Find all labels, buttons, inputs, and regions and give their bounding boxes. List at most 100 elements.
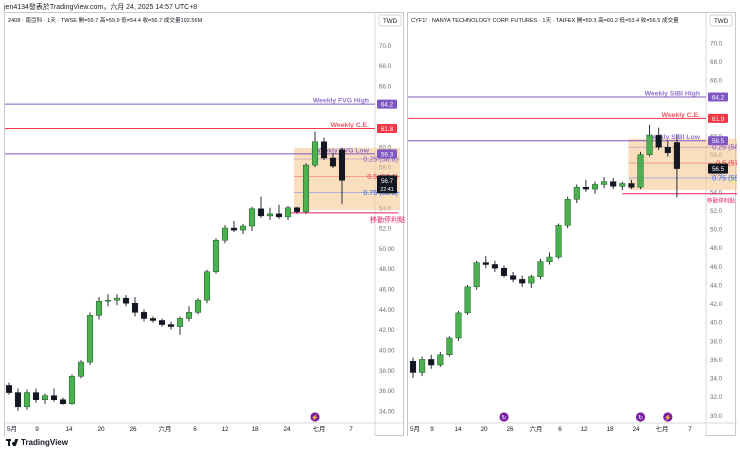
candle[interactable]	[510, 271, 517, 283]
candle[interactable]	[122, 295, 130, 307]
level-price-tag-text: 59.3	[381, 151, 394, 158]
event-marker[interactable]: ⚡	[663, 412, 673, 422]
candle[interactable]	[338, 147, 346, 204]
candle-body-down	[140, 312, 148, 319]
candle[interactable]	[185, 306, 193, 322]
x-tick-label: 5月	[7, 425, 17, 433]
candle[interactable]	[582, 179, 589, 192]
candle[interactable]	[167, 321, 175, 330]
candle-body-up	[194, 299, 202, 313]
y-tick-label: 50.0	[710, 227, 723, 234]
chart-svg[interactable]: CYF1! · NANYA TECHNOLOGY CORP. FUTURES ·…	[408, 13, 737, 437]
event-marker[interactable]: ↻	[499, 412, 509, 422]
candle[interactable]	[5, 382, 13, 395]
candle[interactable]	[86, 312, 94, 366]
candle[interactable]	[491, 260, 498, 272]
candle[interactable]	[655, 127, 662, 151]
candle[interactable]	[664, 140, 671, 157]
candle[interactable]	[284, 205, 292, 220]
plot-area[interactable]	[5, 13, 375, 437]
candle-body-up	[239, 225, 247, 231]
candle-body-up	[176, 318, 184, 327]
candle[interactable]	[320, 137, 328, 161]
candle[interactable]	[41, 393, 49, 404]
tradingview-logo[interactable]: TradingView	[6, 438, 68, 447]
candle[interactable]	[302, 163, 310, 214]
candle[interactable]	[673, 134, 680, 198]
candle[interactable]	[646, 124, 653, 157]
candle[interactable]	[248, 206, 256, 232]
candle[interactable]	[176, 316, 184, 335]
candle[interactable]	[311, 131, 319, 168]
candle[interactable]	[59, 397, 67, 405]
y-tick-label: 42.0	[710, 301, 723, 308]
candle[interactable]	[275, 204, 283, 219]
lightning-icon	[310, 412, 320, 422]
candle[interactable]	[239, 224, 247, 235]
candle[interactable]	[528, 274, 535, 288]
candle[interactable]	[50, 388, 58, 402]
candle[interactable]	[95, 297, 103, 320]
candle[interactable]	[500, 265, 508, 278]
candle[interactable]	[131, 297, 139, 317]
candle-body-up	[619, 183, 626, 187]
candle[interactable]	[573, 184, 580, 204]
event-marker[interactable]: ⚡	[310, 412, 320, 422]
candle[interactable]	[203, 269, 211, 304]
candle[interactable]	[409, 357, 417, 379]
candle[interactable]	[104, 294, 112, 307]
event-marker[interactable]: ↻	[635, 412, 646, 422]
candle[interactable]	[546, 252, 553, 265]
chart-panel-nanya-stock[interactable]: 2408 · 南亞科 · 1天 · TWSE 開=59.7 高=59.9 低=5…	[4, 12, 405, 437]
candle[interactable]	[419, 356, 426, 377]
current-price-box	[377, 175, 397, 194]
candle[interactable]	[455, 311, 462, 341]
candle[interactable]	[610, 177, 617, 190]
candle[interactable]	[537, 258, 544, 280]
candle[interactable]	[437, 351, 444, 367]
candle[interactable]	[564, 196, 571, 229]
candle[interactable]	[293, 206, 301, 214]
candle[interactable]	[194, 298, 202, 315]
x-tick-label: 6	[193, 426, 197, 433]
candle[interactable]	[212, 238, 220, 274]
level-price-tag: 59.3	[377, 149, 397, 159]
candle[interactable]	[113, 294, 121, 306]
candle[interactable]	[329, 152, 337, 169]
candle[interactable]	[519, 275, 526, 287]
y-tick-label: 50.00	[379, 246, 395, 253]
candle[interactable]	[140, 309, 148, 322]
plot-area[interactable]	[408, 13, 706, 437]
candle[interactable]	[77, 360, 85, 379]
x-tick-label: 24	[632, 426, 640, 433]
currency-badge[interactable]: TWD	[378, 14, 402, 27]
candle[interactable]	[221, 225, 229, 244]
candle[interactable]	[23, 389, 31, 410]
candle[interactable]	[68, 374, 76, 405]
candle-body-down	[5, 385, 13, 393]
candle[interactable]	[619, 181, 626, 191]
candle[interactable]	[257, 196, 265, 218]
candle[interactable]	[628, 179, 635, 190]
candle[interactable]	[464, 284, 471, 315]
candle[interactable]	[428, 354, 435, 369]
candle[interactable]	[446, 336, 453, 357]
candle[interactable]	[266, 207, 274, 220]
candle[interactable]	[555, 223, 562, 259]
chart-panel-nanya-futures[interactable]: CYF1! · NANYA TECHNOLOGY CORP. FUTURES ·…	[407, 12, 737, 437]
candle[interactable]	[601, 176, 608, 189]
candle[interactable]	[32, 388, 40, 403]
candle[interactable]	[14, 388, 22, 411]
level-price-tag-box	[377, 149, 397, 159]
candle[interactable]	[637, 151, 644, 190]
candle[interactable]	[591, 181, 599, 194]
y-tick-label: 68.0	[379, 63, 392, 70]
candle[interactable]	[158, 318, 166, 327]
candle[interactable]	[149, 316, 157, 323]
candle[interactable]	[230, 220, 238, 233]
candle[interactable]	[473, 260, 480, 290]
currency-badge[interactable]: TWD	[709, 14, 733, 27]
candle[interactable]	[482, 256, 489, 269]
x-tick-label: 六月	[159, 424, 172, 433]
chart-svg[interactable]: 2408 · 南亞科 · 1天 · TWSE 開=59.7 高=59.9 低=5…	[5, 13, 405, 437]
